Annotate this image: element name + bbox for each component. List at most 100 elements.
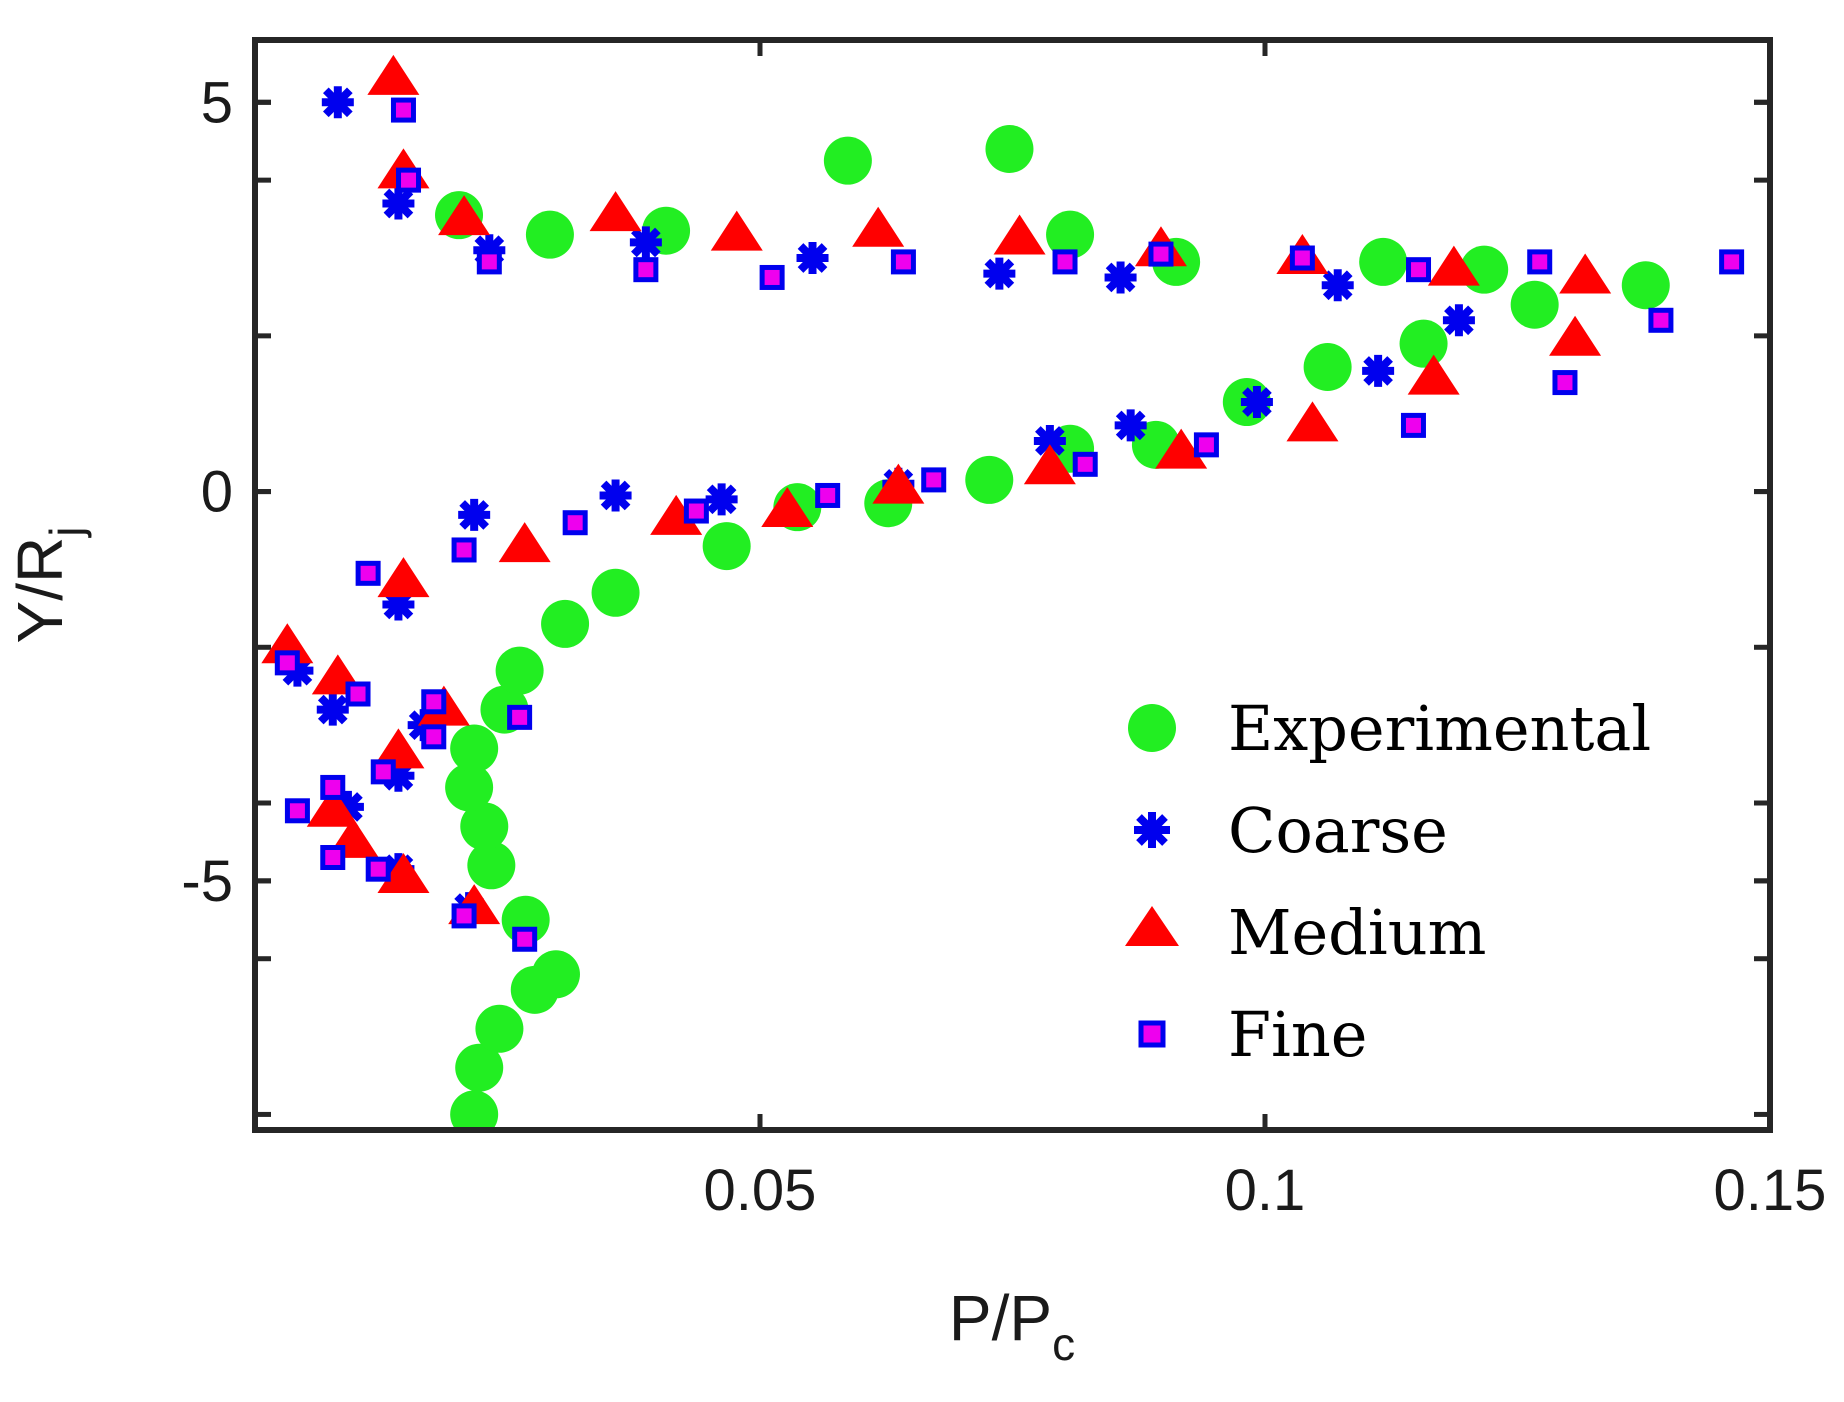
coarse-point: [1442, 304, 1475, 337]
coarse-point: [796, 242, 829, 274]
experimental-point: [1621, 261, 1670, 310]
fine-point: [1648, 307, 1674, 333]
coarse-point: [382, 187, 415, 220]
medium-point: [1427, 245, 1480, 286]
y-axis-label-main: Y/R: [4, 537, 76, 644]
fine-point: [1289, 245, 1315, 271]
experimental-point: [1359, 237, 1408, 286]
medium-point: [761, 487, 814, 528]
medium-point: [498, 522, 551, 563]
fine-point: [390, 97, 416, 123]
fine-point: [421, 689, 447, 715]
experimental-point: [450, 724, 499, 773]
fine-point: [633, 257, 659, 283]
medium-point: [377, 852, 430, 893]
legend-marker-experimental: [1128, 704, 1176, 752]
medium-point: [367, 54, 420, 95]
plot-frame: [252, 37, 1773, 1133]
coarse-point: [1321, 269, 1354, 302]
coarse-point: [458, 498, 491, 531]
fine-point: [284, 798, 310, 824]
fine-point: [507, 704, 533, 730]
fine-point: [370, 759, 396, 785]
y-axis-label-sub: j: [40, 527, 92, 539]
legend-label-experimental: Experimental: [1228, 692, 1651, 765]
fine-point: [1527, 249, 1553, 275]
fine-point: [451, 903, 477, 929]
coarse-point: [983, 257, 1016, 290]
coarse-point: [1114, 409, 1147, 442]
coarse-point: [1362, 354, 1395, 387]
medium-point: [306, 786, 359, 827]
experimental-point: [460, 802, 509, 851]
fine-point: [1406, 257, 1432, 283]
medium-point: [1155, 428, 1208, 469]
medium-point: [1023, 444, 1076, 485]
legend-marker-coarse: [1134, 812, 1170, 848]
coarse-point: [1104, 261, 1137, 294]
x-tick-label: 0.15: [1714, 1158, 1827, 1223]
y-tick-label: 0: [201, 460, 233, 525]
series-fine: [274, 97, 1745, 952]
experimental-point: [1510, 280, 1559, 329]
medium-point: [589, 191, 642, 232]
medium-point: [372, 728, 425, 769]
medium-point: [852, 206, 905, 247]
experimental-point: [475, 1004, 524, 1053]
fine-point: [365, 856, 391, 882]
experimental-point: [965, 455, 1014, 504]
y-tick-label: -5: [181, 849, 233, 914]
medium-point: [1559, 253, 1612, 294]
fine-point: [396, 167, 422, 193]
medium-point: [872, 463, 925, 504]
fine-point: [451, 537, 477, 563]
experimental-point: [1046, 210, 1095, 259]
fine-point: [1148, 241, 1174, 267]
experimental-point: [445, 763, 494, 812]
medium-point: [1286, 401, 1339, 442]
x-axis-label-main: P/P: [949, 1282, 1052, 1354]
x-tick-label: 0.05: [704, 1158, 817, 1223]
coarse-point: [316, 693, 349, 726]
experimental-point: [591, 568, 640, 617]
fine-point: [1400, 412, 1426, 438]
fine-point: [320, 774, 346, 800]
coarse-point: [705, 483, 738, 516]
experimental-point: [541, 599, 590, 648]
experimental-point: [467, 841, 516, 890]
medium-point: [377, 557, 430, 598]
fine-point: [274, 650, 300, 676]
x-tick-label: 0.1: [1225, 1158, 1306, 1223]
x-axis-label-sub: c: [1052, 1318, 1075, 1370]
experimental-point: [525, 210, 574, 259]
fine-point: [1052, 249, 1078, 275]
fine-point: [890, 249, 916, 275]
fine-point: [345, 681, 371, 707]
fine-point: [1552, 370, 1578, 396]
legend-label-medium: Medium: [1228, 896, 1486, 969]
fine-point: [815, 482, 841, 508]
experimental-point: [823, 136, 872, 185]
medium-point: [438, 195, 491, 236]
y-axis-label: Y/Rj: [4, 527, 92, 644]
y-tick-label: 5: [201, 70, 233, 135]
experimental-point: [1399, 319, 1448, 368]
coarse-point: [599, 479, 632, 512]
medium-point: [261, 623, 314, 664]
fine-point: [320, 845, 346, 870]
x-axis-label: P/Pc: [949, 1282, 1075, 1370]
legend-marker-fine: [1138, 1020, 1166, 1048]
coarse-point: [321, 86, 354, 119]
medium-point: [1549, 315, 1602, 356]
medium-point: [1407, 354, 1460, 395]
tick-labels: 0.05 0.1 0.15 -5 0 5: [181, 70, 1826, 1223]
experimental-point: [1303, 343, 1352, 391]
fine-point: [476, 249, 502, 275]
experimental-point: [531, 950, 580, 999]
fine-point: [1193, 432, 1219, 458]
legend-label-coarse: Coarse: [1228, 794, 1448, 867]
fine-point: [512, 926, 538, 952]
experimental-point: [455, 1043, 504, 1092]
